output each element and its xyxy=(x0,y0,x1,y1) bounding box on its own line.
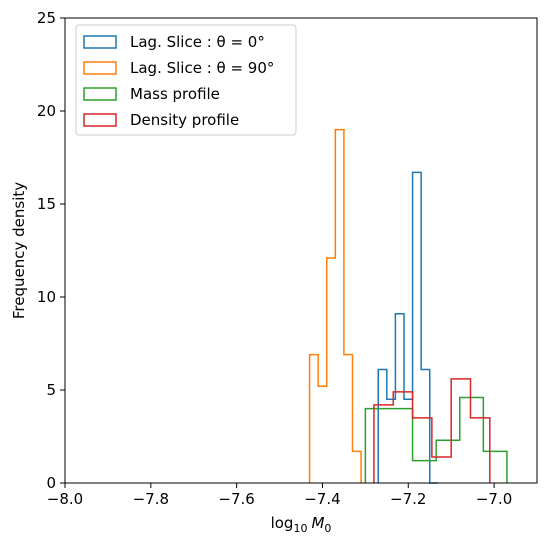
y-axis: 0 5 10 15 20 25 xyxy=(37,9,65,492)
histogram-series-1 xyxy=(377,171,439,484)
x-tick-label: −8.0 xyxy=(47,490,83,508)
y-tick-label: 20 xyxy=(37,102,56,120)
x-tick-label: −7.4 xyxy=(304,490,340,508)
x-axis-label-variable: M xyxy=(311,514,324,532)
histogram-series-3 xyxy=(364,396,508,483)
x-axis-label-log-subscript: 10 xyxy=(293,522,307,535)
x-axis-label-variable-subscript: 0 xyxy=(324,522,331,535)
histogram-series-2 xyxy=(308,128,362,483)
legend-swatch xyxy=(83,35,117,49)
series-layer xyxy=(308,128,508,484)
y-tick-label: 10 xyxy=(37,288,56,306)
legend: Lag. Slice : θ = 0° Lag. Slice : θ = 90° M… xyxy=(75,24,297,136)
legend-box xyxy=(75,24,297,136)
x-tick-label: −7.2 xyxy=(390,490,426,508)
x-tick-label: −7.8 xyxy=(133,490,169,508)
y-tick-label: 25 xyxy=(37,9,56,27)
x-axis: −8.0 −7.8 −7.6 −7.4 −7.2 −7.0 xyxy=(47,483,512,508)
x-tick-label: −7.6 xyxy=(218,490,254,508)
legend-label: Mass profile xyxy=(130,85,220,103)
y-tick-label: 5 xyxy=(46,381,56,399)
histogram-series-4 xyxy=(373,378,491,483)
y-tick-label: 0 xyxy=(46,474,56,492)
plot-frame xyxy=(64,17,538,484)
x-axis-label-log: log xyxy=(271,514,294,532)
y-axis-label: Frequency density xyxy=(10,182,28,319)
y-tick-label: 15 xyxy=(37,195,56,213)
legend-label: Density profile xyxy=(130,111,239,129)
legend-label: Lag. Slice : θ = 0° xyxy=(130,33,265,51)
legend-swatch xyxy=(83,61,117,75)
legend-label: Lag. Slice : θ = 90° xyxy=(130,59,274,77)
legend-swatch xyxy=(83,113,117,127)
legend-swatch xyxy=(83,87,117,101)
x-tick-label: −7.0 xyxy=(476,490,512,508)
x-axis-label: log10 M0 xyxy=(271,514,332,535)
